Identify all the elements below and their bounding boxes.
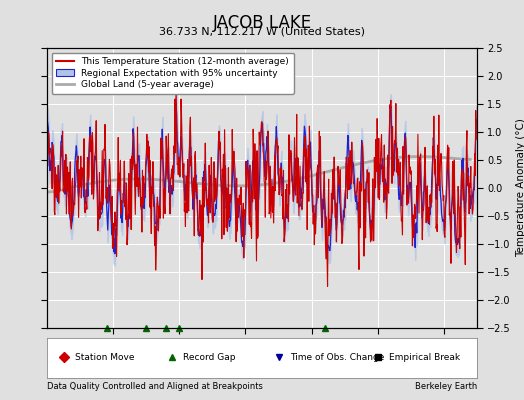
Text: Station Move: Station Move [75,353,135,362]
Text: Berkeley Earth: Berkeley Earth [414,382,477,391]
Text: JACOB LAKE: JACOB LAKE [212,14,312,32]
Y-axis label: Temperature Anomaly (°C): Temperature Anomaly (°C) [517,118,524,258]
Text: Empirical Break: Empirical Break [389,353,460,362]
Text: Data Quality Controlled and Aligned at Breakpoints: Data Quality Controlled and Aligned at B… [47,382,263,391]
Legend: This Temperature Station (12-month average), Regional Expectation with 95% uncer: This Temperature Station (12-month avera… [52,52,294,94]
Text: Time of Obs. Change: Time of Obs. Change [290,353,384,362]
Text: 36.733 N, 112.217 W (United States): 36.733 N, 112.217 W (United States) [159,26,365,36]
Text: Record Gap: Record Gap [182,353,235,362]
